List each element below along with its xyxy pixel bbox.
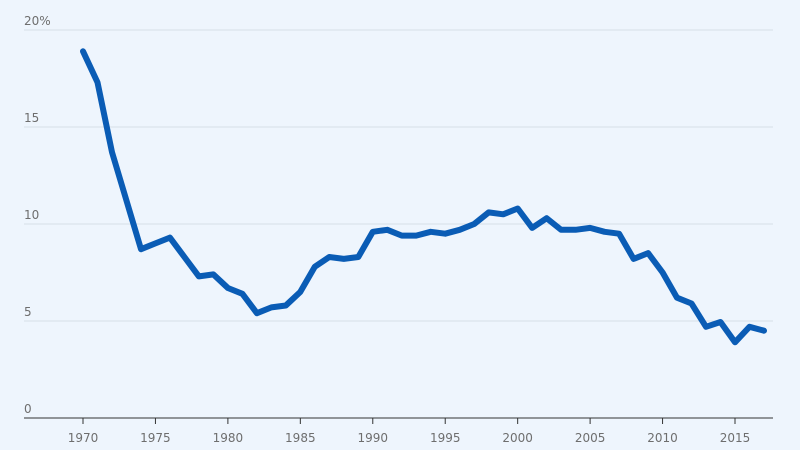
y-tick-label: 0 — [24, 402, 32, 416]
y-tick-label: 20% — [24, 14, 51, 28]
x-tick-label: 1985 — [285, 431, 316, 445]
x-tick-label: 1975 — [140, 431, 171, 445]
data-points — [82, 51, 765, 343]
x-axis: 1970 1975 1980 1985 1990 1995 2000 2005 2010 2015 — [68, 418, 751, 445]
y-tick-label: 15 — [24, 111, 39, 125]
x-tick-label: 2005 — [575, 431, 606, 445]
y-axis-labels: 0 5 10 15 20% — [24, 14, 51, 416]
y-tick-label: 5 — [24, 305, 32, 319]
x-tick-label: 1980 — [213, 431, 244, 445]
x-tick-label: 2000 — [502, 431, 533, 445]
x-tick-label: 1990 — [358, 431, 389, 445]
y-tick-label: 10 — [24, 208, 39, 222]
x-tick-label: 1995 — [430, 431, 461, 445]
x-tick-label: 2010 — [647, 431, 678, 445]
x-tick-label: 1970 — [68, 431, 99, 445]
x-tick-label: 2015 — [720, 431, 751, 445]
gridlines — [24, 29, 773, 322]
series-line — [80, 48, 767, 346]
